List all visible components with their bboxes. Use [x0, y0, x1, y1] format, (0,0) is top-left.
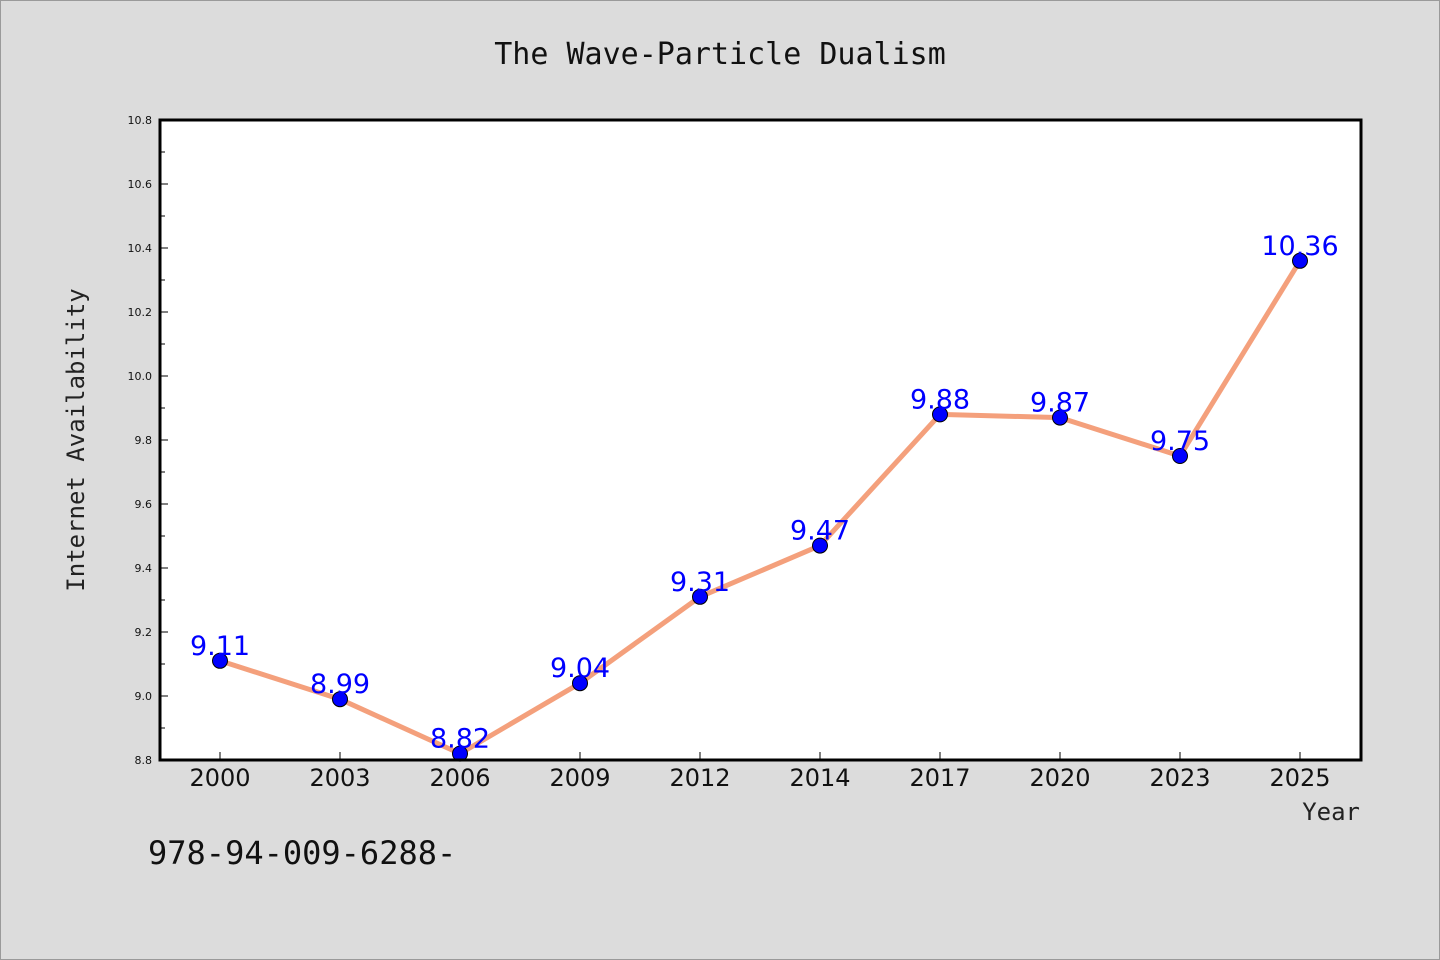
x-tick-label: 2012: [669, 764, 730, 792]
y-tick-label: 9.2: [135, 626, 153, 639]
x-tick-label: 2020: [1029, 764, 1090, 792]
data-point-marker: [212, 652, 228, 669]
data-point-marker: [932, 406, 948, 423]
data-markers: [212, 252, 1308, 762]
y-tick-label: 9.8: [135, 434, 153, 447]
y-tick-label: 10.2: [128, 306, 153, 319]
x-tick-label: 2000: [189, 764, 250, 792]
data-point-marker: [1172, 448, 1188, 464]
y-tick-label: 10.6: [128, 178, 153, 191]
y-tick-label: 9.4: [135, 562, 153, 575]
data-value-label: 9.75: [1150, 426, 1210, 457]
data-value-label: 9.31: [670, 567, 730, 598]
y-axis-label: Internet Availability: [62, 288, 90, 591]
chart-title: The Wave-Particle Dualism: [494, 37, 946, 72]
x-tick-label: 2025: [1269, 764, 1330, 792]
data-point-marker: [572, 675, 588, 692]
plot-frame: [158, 118, 1363, 762]
data-value-label: 10.36: [1261, 231, 1338, 262]
series-line: [219, 259, 1303, 757]
plot-area: [160, 120, 1361, 760]
x-tick-label: 2009: [549, 764, 610, 792]
x-axis-ticks: 2000 2003 2006 2009 2012 2014 2017 2020 2023 2025: [189, 752, 1331, 792]
data-point-marker: [812, 537, 828, 554]
data-point-marker: [332, 691, 348, 708]
y-tick-label: 10.0: [128, 370, 153, 383]
data-labels: 9.11 8.99 8.82 9.04 9.31 9.47 9.88 9.87 9.75 10.3…: [190, 231, 1339, 755]
data-value-label: 8.82: [430, 724, 490, 755]
x-tick-label: 2006: [429, 764, 490, 792]
data-point-marker: [692, 588, 708, 605]
y-tick-label: 10.4: [128, 242, 153, 255]
data-value-label: 9.87: [1030, 388, 1090, 419]
y-tick-label: 9.6: [135, 498, 153, 511]
y-tick-label: 9.0: [135, 690, 153, 703]
footer-code: 978-94-009-6288-: [148, 834, 456, 872]
data-value-label: 9.04: [550, 653, 610, 684]
data-point-marker: [1052, 409, 1068, 426]
x-axis-label: Year: [1302, 798, 1360, 826]
data-value-label: 9.11: [190, 631, 250, 662]
y-tick-label: 10.8: [128, 114, 153, 127]
x-tick-label: 2023: [1149, 764, 1210, 792]
data-value-label: 8.99: [310, 669, 370, 700]
y-axis-ticks: 8.8 9.0 9.2 9.4 9.6 9.8 10.0 10.2 10.4 10.6 10.8: [128, 114, 168, 767]
x-tick-label: 2003: [309, 764, 370, 792]
data-point-marker: [1292, 252, 1308, 269]
x-tick-label: 2017: [909, 764, 970, 792]
y-tick-label: 8.8: [135, 754, 153, 767]
x-tick-label: 2014: [789, 764, 850, 792]
data-value-label: 9.47: [790, 516, 850, 547]
data-value-label: 9.88: [910, 384, 970, 415]
